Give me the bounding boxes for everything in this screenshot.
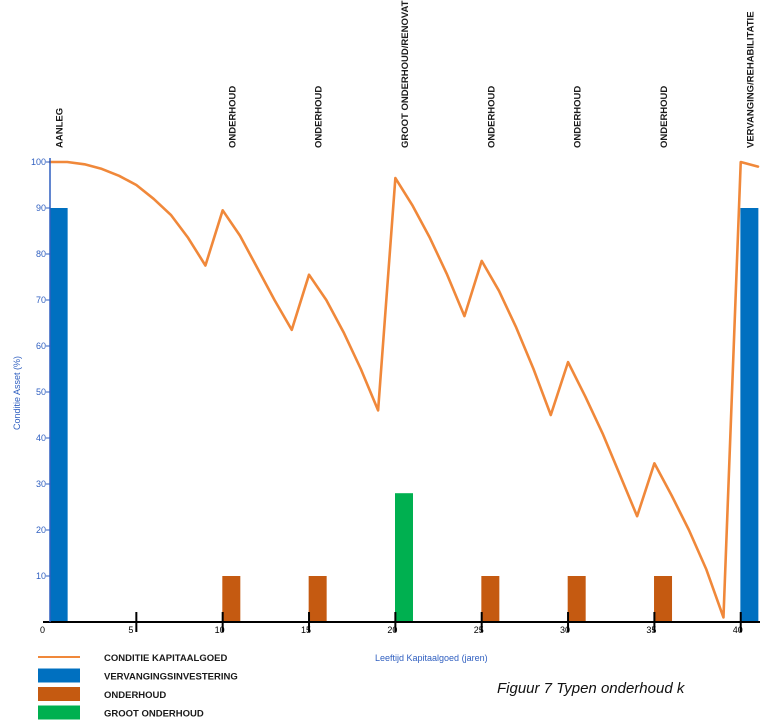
x-tick-label-0: 0 <box>40 625 45 635</box>
annotation-7: VERVANGING/REHABILITATIE <box>745 11 756 148</box>
x-tick-label-5: 5 <box>128 625 133 635</box>
legend-swatch-2 <box>38 687 80 701</box>
x-tick-label-35: 35 <box>646 625 656 635</box>
bar-onderhoud-3 <box>567 576 586 622</box>
annotation-5: ONDERHOUD <box>573 86 584 148</box>
y-tick-label-100: 100 <box>31 157 46 167</box>
bars-layer <box>49 208 759 622</box>
x-tick-label-30: 30 <box>560 625 570 635</box>
x-axis-label: Leeftijd Kapitaalgoed (jaren) <box>375 653 488 663</box>
bar-vervangingsinvestering-1 <box>740 208 759 622</box>
bar-vervangingsinvestering-0 <box>49 208 68 622</box>
annotation-3: GROOT ONDERHOUD/RENOVATIE <box>400 0 411 148</box>
y-tick-label-80: 80 <box>36 249 46 259</box>
y-tick-label-50: 50 <box>36 387 46 397</box>
y-axis-label: Conditie Asset (%) <box>12 356 22 430</box>
bar-onderhoud-0 <box>222 576 241 622</box>
y-tick-label-60: 60 <box>36 341 46 351</box>
y-tick-label-90: 90 <box>36 203 46 213</box>
x-tick-label-15: 15 <box>301 625 311 635</box>
y-tick-label-40: 40 <box>36 433 46 443</box>
legend-label-1: VERVANGINGSINVESTERING <box>104 672 238 683</box>
legend-label-2: ONDERHOUD <box>104 690 166 701</box>
y-tick-label-20: 20 <box>36 525 46 535</box>
bar-onderhoud-2 <box>481 576 500 622</box>
annotation-2: ONDERHOUD <box>314 86 325 148</box>
legend: CONDITIE KAPITAALGOED VERVANGINGSINVESTER… <box>38 653 238 720</box>
y-tick-label-70: 70 <box>36 295 46 305</box>
bar-groot-onderhoud-0 <box>395 493 413 622</box>
legend-label-0: CONDITIE KAPITAALGOED <box>104 653 227 664</box>
annotation-4: ONDERHOUD <box>486 86 497 148</box>
x-tick-label-20: 20 <box>387 625 397 635</box>
x-tick-label-40: 40 <box>733 625 743 635</box>
legend-label-3: GROOT ONDERHOUD <box>104 709 204 720</box>
annotation-0: AANLEG <box>55 108 66 148</box>
figure-caption: Figuur 7 Typen onderhoud k <box>497 680 685 697</box>
line-layer <box>48 160 760 619</box>
bar-onderhoud-4 <box>654 576 673 622</box>
annotation-6: ONDERHOUD <box>659 86 670 148</box>
annotations-layer: AANLEG ONDERHOUD ONDERHOUD GROOT ONDERHOUD/… <box>55 0 757 148</box>
x-tick-label-25: 25 <box>474 625 484 635</box>
condition-line <box>48 160 760 619</box>
bar-onderhoud-1 <box>308 576 327 622</box>
x-tick-label-10: 10 <box>215 625 225 635</box>
axes-layer: 0 5 10 15 20 25 30 35 40 10 20 30 40 50 60 70 80 90 100 <box>31 157 760 635</box>
annotation-1: ONDERHOUD <box>227 86 238 148</box>
y-tick-label-10: 10 <box>36 571 46 581</box>
legend-swatch-3 <box>38 705 80 720</box>
legend-swatch-1 <box>38 668 80 683</box>
y-tick-label-30: 30 <box>36 479 46 489</box>
